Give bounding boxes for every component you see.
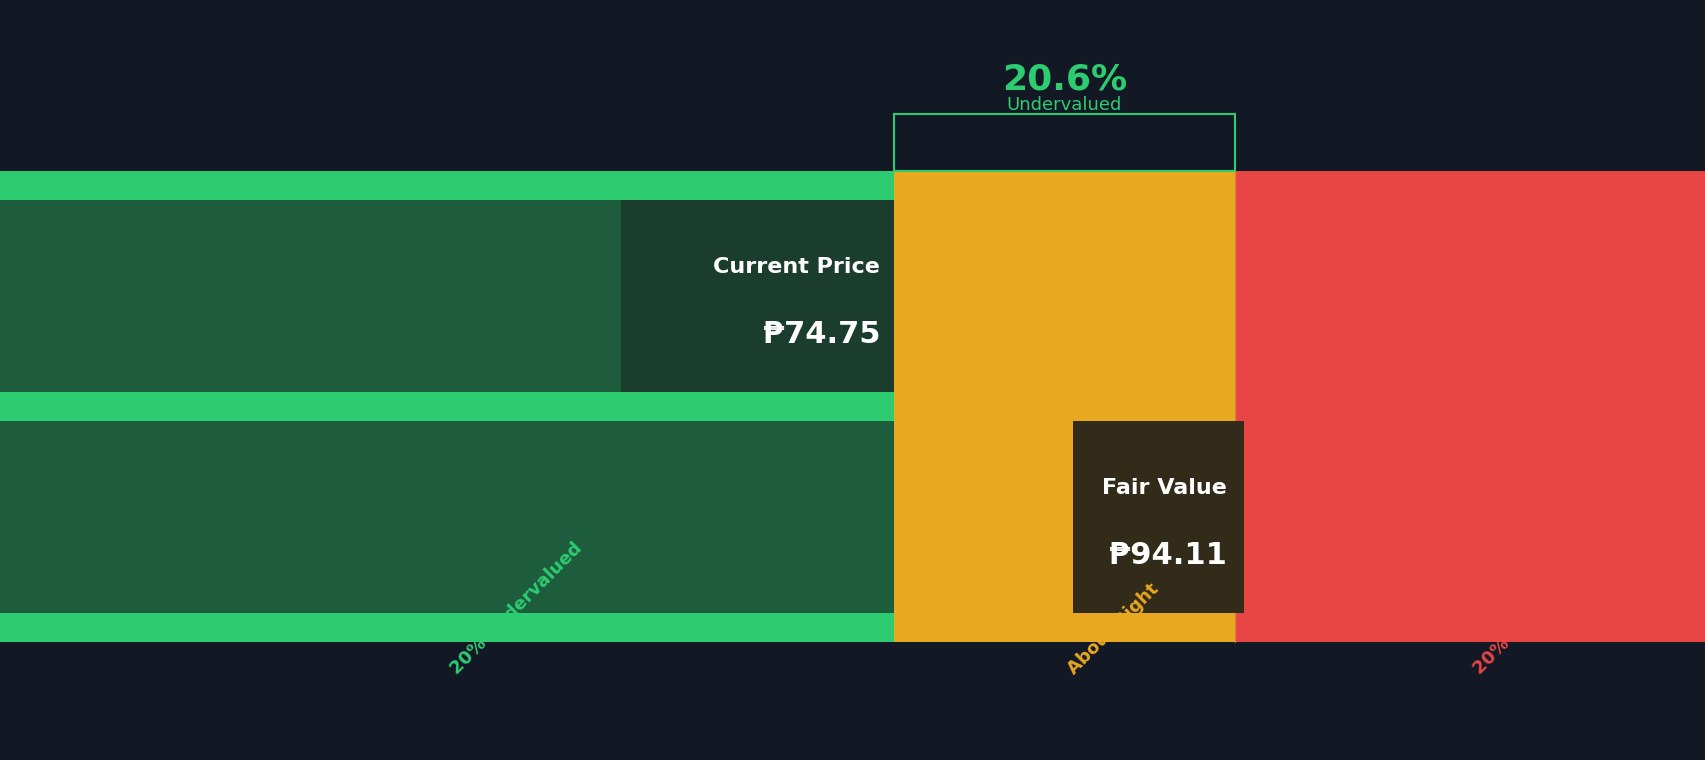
Bar — [0, 171, 893, 200]
Bar — [1234, 613, 1705, 642]
Bar — [1234, 171, 1705, 200]
Bar — [893, 613, 1234, 642]
Bar — [893, 421, 1234, 613]
Text: About Right: About Right — [1064, 580, 1161, 678]
Bar — [1234, 392, 1705, 421]
Text: Undervalued: Undervalued — [1006, 96, 1122, 114]
Bar — [893, 171, 1234, 200]
Text: 20% Undervalued: 20% Undervalued — [447, 539, 585, 678]
Bar — [893, 114, 1234, 171]
Text: Fair Value: Fair Value — [1101, 478, 1226, 499]
Bar — [1234, 421, 1705, 613]
Bar — [0, 200, 893, 392]
Bar — [0, 613, 893, 642]
Text: 20% Overvalued: 20% Overvalued — [1470, 548, 1599, 678]
Bar — [893, 200, 1234, 392]
Bar — [0, 392, 893, 421]
Text: 20.6%: 20.6% — [1001, 63, 1127, 97]
Bar — [621, 200, 893, 392]
Text: ₱94.11: ₱94.11 — [1108, 541, 1226, 570]
Text: ₱74.75: ₱74.75 — [762, 320, 880, 349]
Bar — [1072, 421, 1243, 613]
Bar — [0, 421, 893, 613]
Bar — [893, 392, 1234, 421]
Bar — [1234, 200, 1705, 392]
Text: Current Price: Current Price — [713, 257, 880, 277]
